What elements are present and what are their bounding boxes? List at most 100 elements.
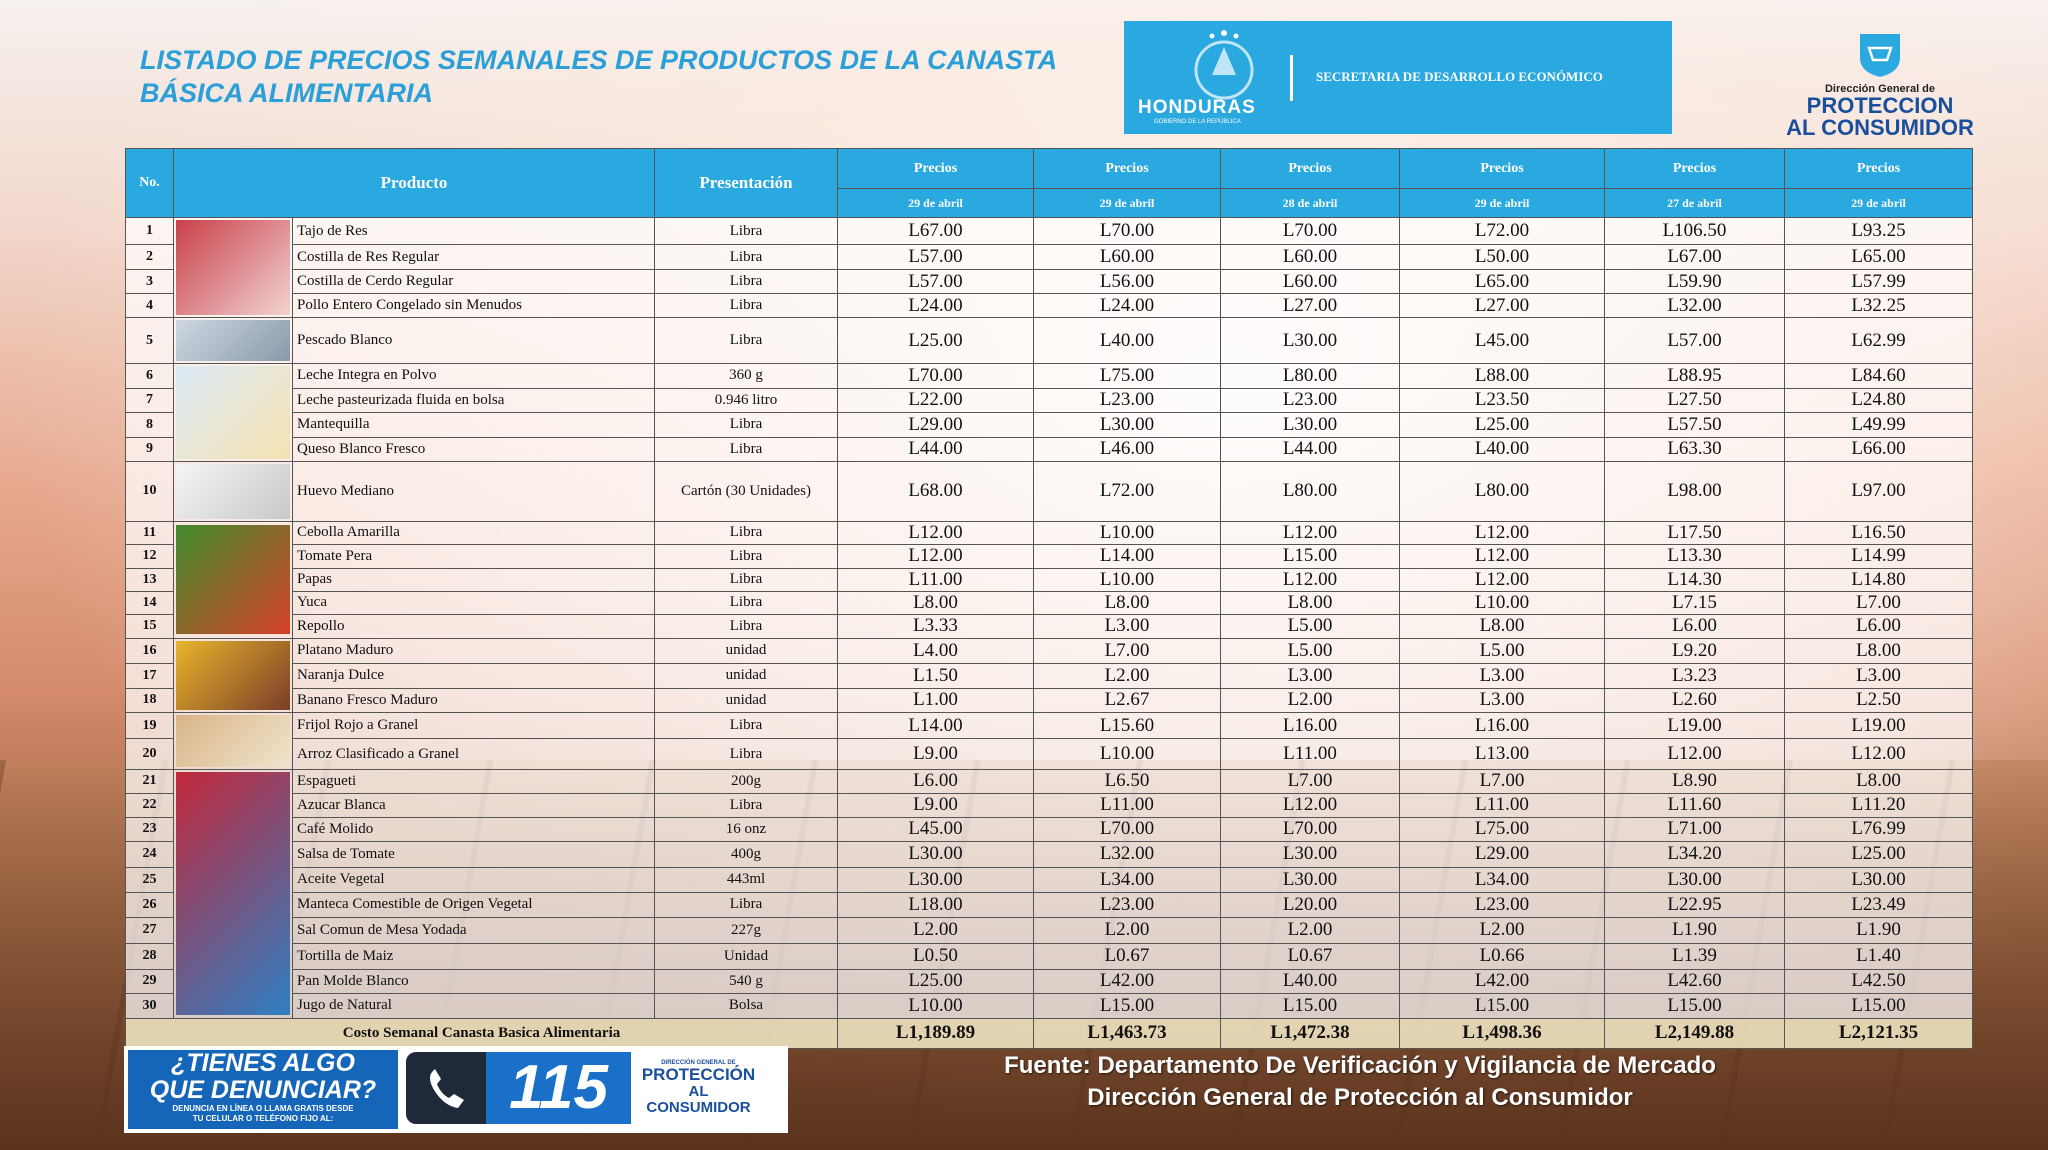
table-row: 21 Espagueti 200g L6.00 L6.50 L7.00 L7.00 L8.90…: [125, 768, 1973, 1019]
agency-line: AL CONSUMIDOR: [1786, 115, 1974, 140]
price: L72.00: [1033, 460, 1221, 522]
row-number: 25: [125, 866, 174, 893]
price: L9.00: [837, 792, 1034, 818]
price: L23.00: [1220, 387, 1400, 413]
agency-logo: Dirección General de PROTECCION AL CONSU…: [1785, 30, 1975, 140]
presentation: Libra: [654, 216, 838, 246]
presentation: 200g: [654, 768, 838, 794]
table-row: 11 Cebolla Amarilla Libra L12.00 L10.00 L12.0…: [125, 520, 1973, 639]
row-number: 13: [125, 567, 174, 592]
header-date: 28 de abril: [1220, 188, 1400, 218]
row-number: 19: [125, 711, 174, 740]
complaint-banner: ¿TIENES ALGO QUE DENUNCIAR? DENUNCIA EN …: [124, 1046, 788, 1133]
banner-agency-line: AL CONSUMIDOR: [646, 1083, 751, 1116]
price: L11.00: [1399, 792, 1605, 818]
presentation: 360 g: [654, 362, 838, 389]
price: L22.95: [1604, 891, 1785, 918]
price: L11.00: [1033, 792, 1221, 818]
product-name: Queso Blanco Fresco: [292, 436, 655, 462]
price: L0.50: [837, 942, 1034, 970]
product-image-cell: [173, 768, 293, 1019]
price: L23.00: [1399, 891, 1605, 918]
total-value: L2,149.88: [1604, 1017, 1785, 1049]
header-cell: Precios: [1784, 148, 1973, 189]
product-name: Tortilla de Maiz: [292, 942, 655, 970]
table-row: 23 Café Molido 16 onz L45.00 L70.00 L70.00 L75…: [125, 816, 1973, 842]
title: LISTADO DE PRECIOS SEMANALES DE PRODUCTO…: [140, 44, 1057, 110]
header-cell: Precios: [1033, 148, 1221, 189]
row-number: 20: [125, 738, 174, 770]
presentation: 443ml: [654, 866, 838, 893]
price: L6.00: [837, 768, 1034, 794]
price: L32.00: [1033, 840, 1221, 868]
table-row: 13 Papas Libra L11.00 L10.00 L12.00 L12.00 L14.…: [125, 567, 1973, 592]
product-name: Espagueti: [292, 768, 655, 794]
table-row: 25 Aceite Vegetal 443ml L30.00 L34.00 L30.00 L…: [125, 866, 1973, 893]
price: L57.99: [1784, 269, 1973, 295]
price: L14.00: [1033, 543, 1221, 569]
price: L12.00: [837, 543, 1034, 569]
price: L20.00: [1220, 891, 1400, 918]
product-name: Sal Comun de Mesa Yodada: [292, 916, 655, 944]
price: L57.50: [1604, 411, 1785, 438]
table-row: 4 Pollo Entero Congelado sin Menudos Libra…: [125, 293, 1973, 319]
product-name: Frijol Rojo a Granel: [292, 711, 655, 740]
price: L75.00: [1033, 362, 1221, 389]
price: L7.00: [1220, 768, 1400, 794]
presentation: Libra: [654, 244, 838, 271]
table-row: 10 Huevo Mediano Cartón (30 Unidades) L68.0…: [125, 460, 1973, 522]
row-number: 16: [125, 637, 174, 664]
table-row: 19 Frijol Rojo a Granel Libra L14.00 L15.60 L…: [125, 711, 1973, 770]
product-name: Pollo Entero Congelado sin Menudos: [292, 293, 655, 319]
price: L1.39: [1604, 942, 1785, 970]
price: L24.00: [837, 293, 1034, 319]
price: L44.00: [837, 436, 1034, 462]
product-image: [176, 220, 290, 316]
price: L23.50: [1399, 387, 1605, 413]
table-row: 16 Platano Maduro unidad L4.00 L7.00 L5.00 L5.…: [125, 637, 1973, 713]
table-row: 2 Costilla de Res Regular Libra L57.00 L60.0…: [125, 244, 1973, 271]
presentation: 227g: [654, 916, 838, 944]
price: L8.00: [837, 590, 1034, 615]
presentation: Libra: [654, 891, 838, 918]
price: L0.66: [1399, 942, 1605, 970]
price: L27.50: [1604, 387, 1785, 413]
product-name: Manteca Comestible de Origen Vegetal: [292, 891, 655, 918]
product-image: [176, 524, 290, 635]
table-row: 28 Tortilla de Maiz Unidad L0.50 L0.67 L0.67 L…: [125, 942, 1973, 970]
header-cell: Presentación: [654, 148, 838, 218]
header-date: 29 de abril: [1033, 188, 1221, 218]
price: L3.00: [1399, 662, 1605, 689]
table-row: 6 Leche Integra en Polvo 360 g L70.00 L75.00…: [125, 362, 1973, 462]
price: L34.00: [1033, 866, 1221, 893]
row-number: 5: [125, 317, 174, 364]
row-number: 24: [125, 840, 174, 868]
price: L80.00: [1399, 460, 1605, 522]
row-number: 21: [125, 768, 174, 794]
price: L1.90: [1784, 916, 1973, 944]
price: L60.00: [1033, 244, 1221, 271]
price: L13.00: [1399, 738, 1605, 770]
row-number: 10: [125, 460, 174, 522]
price: L12.00: [1399, 520, 1605, 545]
price: L0.67: [1033, 942, 1221, 970]
table-row: 7 Leche pasteurizada fluida en bolsa 0.946…: [125, 387, 1973, 413]
price: L63.30: [1604, 436, 1785, 462]
price: L71.00: [1604, 816, 1785, 842]
price: L8.00: [1784, 768, 1973, 794]
price: L10.00: [1033, 567, 1221, 592]
divider: [1290, 55, 1293, 101]
country-name: HONDURAS: [1138, 97, 1256, 118]
presentation: unidad: [654, 687, 838, 713]
row-number: 7: [125, 387, 174, 413]
presentation: Unidad: [654, 942, 838, 970]
price: L9.20: [1604, 637, 1785, 664]
title-line: LISTADO DE PRECIOS SEMANALES DE PRODUCTO…: [140, 45, 1058, 75]
coat-of-arms: [1194, 30, 1254, 100]
presentation: Libra: [654, 543, 838, 569]
price: L12.00: [1784, 738, 1973, 770]
price: L16.00: [1399, 711, 1605, 740]
product-name: Salsa de Tomate: [292, 840, 655, 868]
header-cell: Precios: [837, 148, 1034, 189]
price: L40.00: [1033, 317, 1221, 364]
